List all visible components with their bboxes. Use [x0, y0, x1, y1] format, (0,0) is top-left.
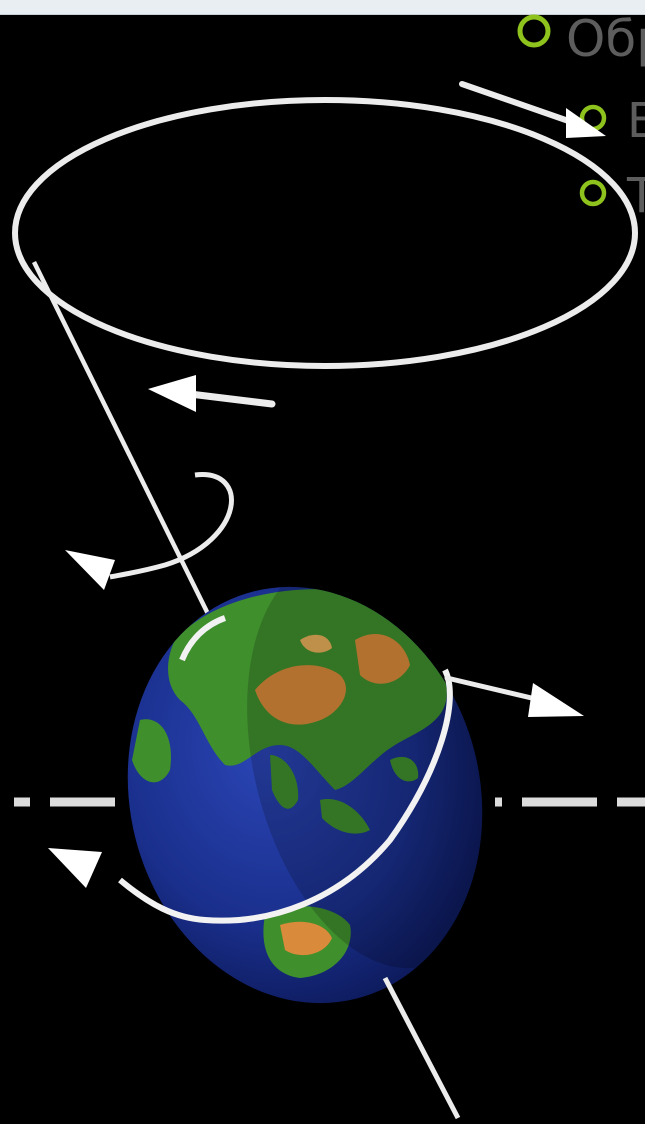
rotation-band — [118, 668, 453, 924]
earth-globe — [127, 556, 502, 1004]
arrow-icon — [459, 81, 606, 138]
slide-top-strip — [0, 0, 645, 15]
rotation-axis-top — [31, 261, 215, 623]
bullet-text-2: В — [627, 93, 645, 149]
arrow-icon — [65, 472, 234, 590]
rotation-band-back — [179, 615, 227, 662]
arrow-icon — [48, 848, 102, 888]
bullet-ring-icon — [579, 179, 607, 207]
arrow-icon — [148, 375, 276, 412]
arrow-icon — [444, 675, 584, 717]
rotation-axis-bottom — [382, 976, 461, 1120]
bullet-text-1: Обр — [566, 10, 645, 68]
bullet-ring-icon — [517, 14, 551, 48]
precession-ellipse — [12, 97, 638, 369]
